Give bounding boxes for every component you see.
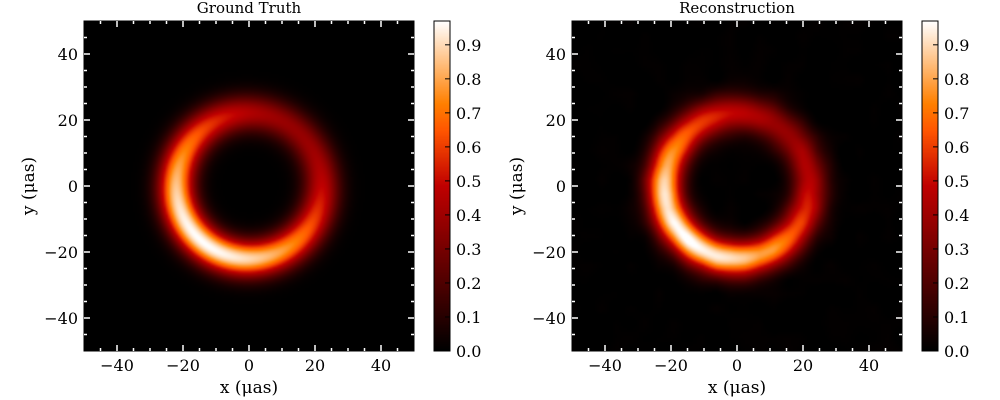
colorbar-tick-label: 0.7 — [456, 104, 481, 123]
heatmap-image — [84, 21, 414, 351]
colorbar-tick-label: 0.9 — [944, 36, 969, 55]
x-tick-label: 0 — [244, 356, 254, 375]
colorbar-tick-label: 0.7 — [944, 104, 969, 123]
colorbar-tick-label: 0.4 — [456, 206, 481, 225]
panel-ground-truth: Ground Truth −40 −20 0 20 40 −40 −20 0 20 40 x (μas… — [19, 0, 481, 398]
x-tick-label: 20 — [305, 356, 325, 375]
colorbar-tick-label: 0.5 — [456, 172, 481, 191]
colorbar — [434, 21, 450, 351]
colorbar-tick-label: 0.2 — [944, 274, 969, 293]
y-tick-label: 0 — [556, 177, 566, 196]
colorbar-tick-label: 0.9 — [456, 36, 481, 55]
y-tick-label: −40 — [532, 309, 566, 328]
chart-title: Reconstruction — [679, 0, 795, 17]
x-axis-label: x (μas) — [220, 378, 278, 398]
x-tick-label: 0 — [732, 356, 742, 375]
colorbar-tick-label: 0.0 — [456, 342, 481, 361]
colorbar-tick-label: 0.1 — [944, 308, 969, 327]
x-tick-label: 20 — [793, 356, 813, 375]
colorbar-tick-label: 0.6 — [944, 138, 969, 157]
y-tick-label: −40 — [44, 309, 78, 328]
colorbar-tick-label: 0.3 — [944, 240, 969, 259]
colorbar-tick-label: 0.5 — [944, 172, 969, 191]
x-tick-label: −20 — [166, 356, 200, 375]
colorbar-tick-label: 0.8 — [944, 70, 969, 89]
panel-reconstruction: Reconstruction −40 −20 0 20 40 −40 −20 0 20 40 x (μ… — [507, 0, 969, 398]
colorbar-tick-label: 0.2 — [456, 274, 481, 293]
y-tick-label: 20 — [58, 111, 78, 130]
colorbar-tick-label: 0.3 — [456, 240, 481, 259]
colorbar-tick-label: 0.8 — [456, 70, 481, 89]
chart-title: Ground Truth — [197, 0, 302, 17]
colorbar-tick-label: 0.6 — [456, 138, 481, 157]
y-tick-label: −20 — [532, 243, 566, 262]
x-axis-label: x (μas) — [708, 378, 766, 398]
y-tick-label: 20 — [546, 111, 566, 130]
y-tick-label: 40 — [546, 45, 566, 64]
colorbar-frame — [433, 20, 451, 352]
colorbar-tick-label: 0.0 — [944, 342, 969, 361]
y-tick-label: 40 — [58, 45, 78, 64]
x-tick-label: 40 — [859, 356, 879, 375]
colorbar-tick-label: 0.4 — [944, 206, 969, 225]
y-tick-label: −20 — [44, 243, 78, 262]
x-tick-label: −40 — [588, 356, 622, 375]
x-tick-label: −40 — [100, 356, 134, 375]
x-tick-label: 40 — [371, 356, 391, 375]
colorbar — [922, 21, 938, 351]
y-tick-label: 0 — [68, 177, 78, 196]
x-tick-label: −20 — [654, 356, 688, 375]
y-axis-label: y (μas) — [507, 157, 527, 216]
colorbar-frame — [921, 20, 939, 352]
y-axis-label: y (μas) — [19, 157, 39, 216]
heatmap-image — [572, 21, 902, 351]
colorbar-tick-label: 0.1 — [456, 308, 481, 327]
